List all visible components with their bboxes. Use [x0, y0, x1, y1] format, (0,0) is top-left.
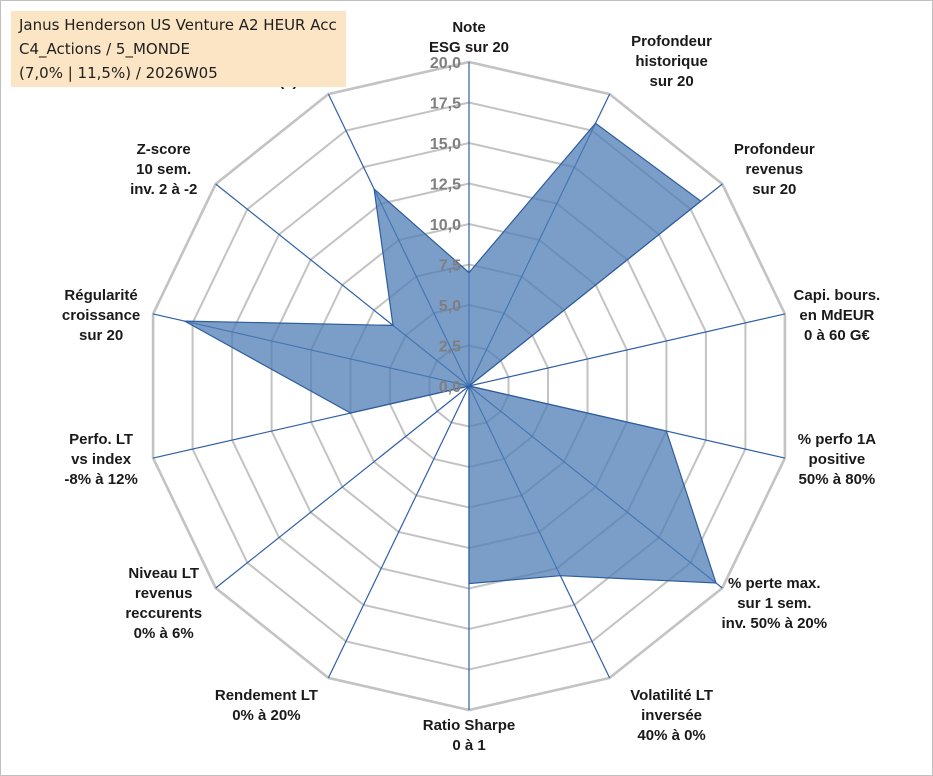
tick-label: 5,0	[439, 298, 461, 315]
axis-label-line: Régularité	[64, 287, 137, 304]
axis-label: % perfo 1A positive 50% à 80%	[798, 431, 877, 488]
axis-label-line: Profondeur	[631, 33, 712, 50]
axis-label-line: 0 à 1	[452, 737, 485, 754]
axis-label-line: Volatilité LT	[630, 687, 713, 704]
axis-label-line: Rendement LT	[215, 687, 318, 704]
fund-name: Janus Henderson US Venture A2 HEUR Acc	[19, 16, 337, 34]
axis-label-line: % perte max.	[728, 575, 821, 592]
fund-stats: (7,0% | 11,5%) / 2026W05	[19, 64, 218, 82]
axis-label-line: croissance	[62, 307, 140, 324]
axis-label-line: reccurents	[125, 605, 202, 622]
axis-label-line: 40% à 0%	[637, 727, 705, 744]
axis-label-line: 0% à 20%	[232, 707, 300, 724]
tick-label: 17,5	[430, 96, 461, 113]
series-area	[184, 122, 717, 585]
axis-label-line: inversée	[641, 707, 702, 724]
tick-label: 15,0	[430, 136, 461, 153]
axis-label-line: Niveau LT	[128, 565, 199, 582]
axis-label-line: Note	[452, 19, 485, 36]
axis-label: Rendement LT 0% à 20%	[215, 687, 318, 724]
axis-label-line: 50% à 80%	[799, 471, 876, 488]
axis-label-line: Ratio Sharpe	[423, 717, 516, 734]
tick-labels: 0,0 2,5 5,0 7,5 10,0 12,5 15,0 17,5 20,0	[430, 55, 461, 396]
fund-info-box: Janus Henderson US Venture A2 HEUR Acc C…	[11, 11, 346, 87]
axis-label-line: vs index	[71, 451, 132, 468]
axis-label-line: ESG sur 20	[429, 39, 509, 56]
axis-label: Perfo. LT vs index -8% à 12%	[64, 431, 137, 488]
axis-label-line: sur 1 sem.	[737, 595, 811, 612]
axis-label-line: Perfo. LT	[69, 431, 133, 448]
axis-label-line: historique	[635, 53, 708, 70]
axis-label-line: revenus	[746, 161, 804, 178]
tick-label: 20,0	[430, 55, 461, 72]
axis-label-line: sur 20	[79, 327, 123, 344]
axis-label-line: positive	[809, 451, 866, 468]
axis-label-line: 10 sem.	[136, 161, 191, 178]
axis-label: Profondeur revenus sur 20	[734, 141, 815, 198]
axis-label-line: 0% à 6%	[134, 625, 194, 642]
axis-label-line: inv. 50% à 20%	[721, 615, 827, 632]
axis-label: % perte max. sur 1 sem. inv. 50% à 20%	[721, 575, 827, 632]
tick-label: 10,0	[430, 217, 461, 234]
axis-label-line: sur 20	[752, 181, 796, 198]
axis-label: Profondeur historique sur 20	[631, 33, 712, 90]
axis-label-line: % perfo 1A	[798, 431, 877, 448]
tick-label: 7,5	[439, 258, 461, 275]
axis-label-line: Profondeur	[734, 141, 815, 158]
tick-label: 2,5	[439, 339, 461, 356]
axis-label-line: Z-score	[137, 141, 191, 158]
axis-spoke	[327, 385, 470, 679]
axis-label: Volatilité LT inversée 40% à 0%	[630, 687, 713, 744]
fund-category: C4_Actions / 5_MONDE	[19, 40, 190, 58]
axis-spoke	[215, 385, 470, 589]
tick-label: 12,5	[430, 177, 461, 194]
axis-label: Capi. bours. en MdEUR 0 à 60 G€	[794, 287, 881, 344]
axis-label-line: sur 20	[649, 73, 693, 90]
axis-label-line: revenus	[135, 585, 193, 602]
axis-label-line: Capi. bours.	[794, 287, 881, 304]
axis-label: Niveau LT revenus reccurents 0% à 6%	[125, 565, 202, 642]
axis-label-line: inv. 2 à -2	[130, 181, 197, 198]
axis-label: Ratio Sharpe 0 à 1	[423, 717, 516, 754]
axis-spoke	[468, 313, 786, 387]
series	[184, 122, 717, 585]
tick-label: 0,0	[439, 379, 461, 396]
axis-label-line: -8% à 12%	[64, 471, 137, 488]
axis-label: Note ESG sur 20	[429, 19, 509, 56]
axis-label-line: 0 à 60 G€	[804, 327, 871, 344]
axis-label: Z-score 10 sem. inv. 2 à -2	[130, 141, 197, 198]
axis-label: Régularité croissance sur 20	[62, 287, 140, 344]
axis-label-line: en MdEUR	[799, 307, 874, 324]
axis-labels: Note ESG sur 20 Profondeur historique sur 20…	[62, 19, 880, 754]
